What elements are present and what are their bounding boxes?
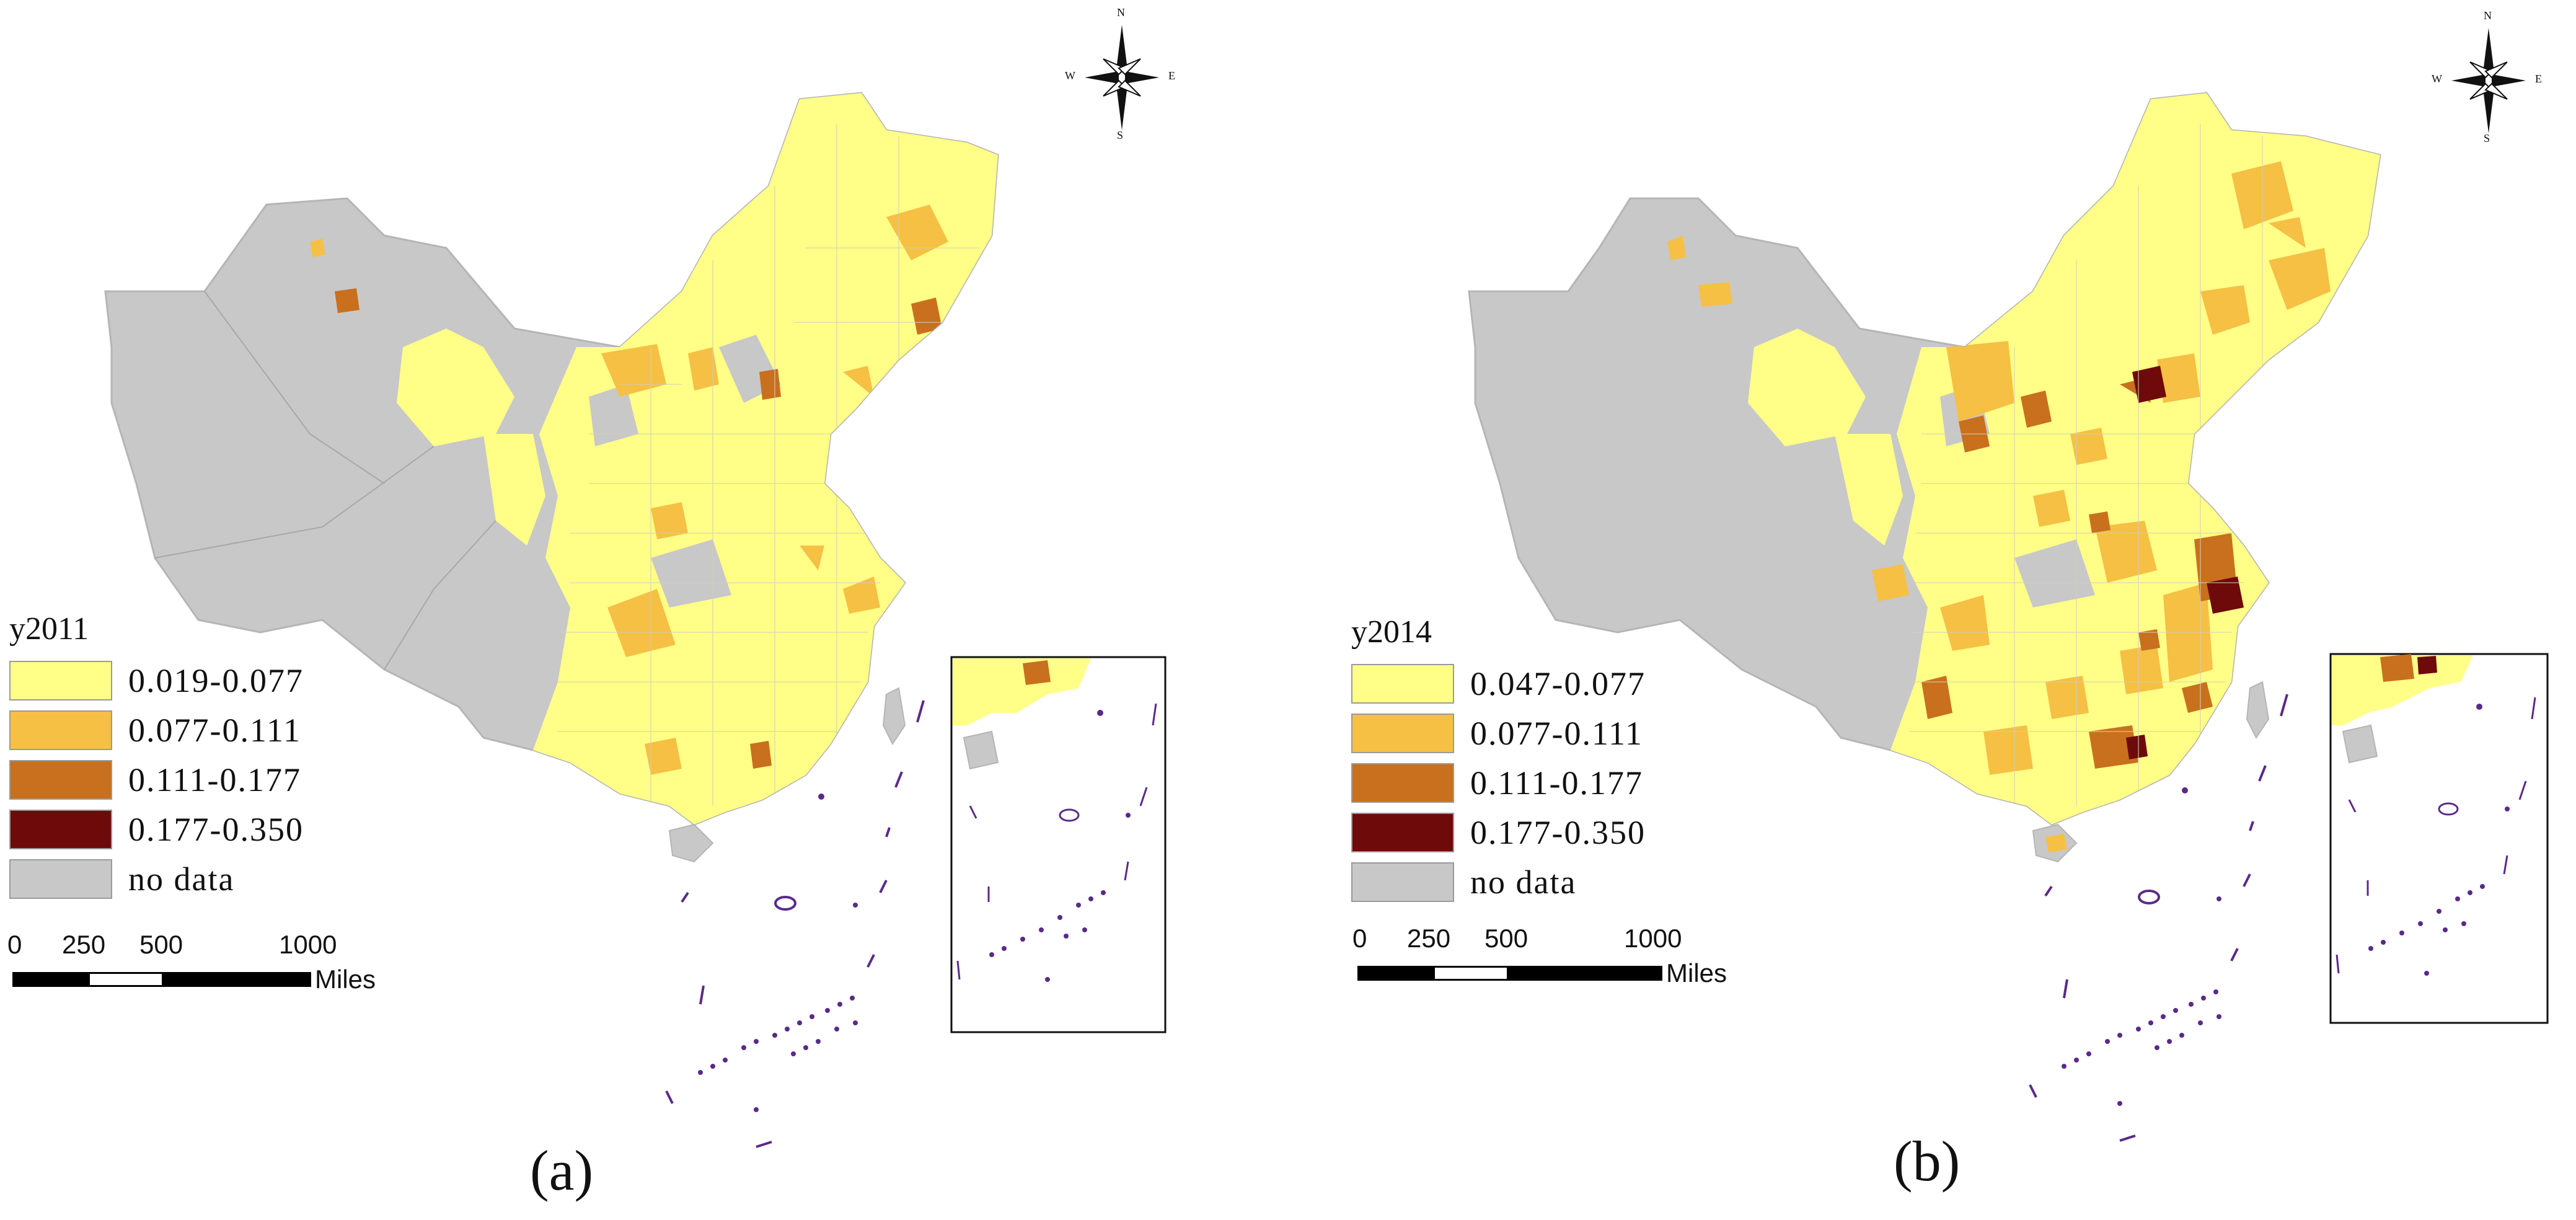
legend-label: 0.019-0.077 xyxy=(128,662,304,699)
scale-tick: 250 xyxy=(62,930,106,959)
legend-swatch xyxy=(9,859,112,899)
class1-region xyxy=(533,93,998,824)
legend-item: no data xyxy=(1351,857,1646,907)
legend-swatch xyxy=(1351,664,1454,704)
map-legend: y2011 0.019-0.077 0.077-0.111 0.111-0.17… xyxy=(9,611,304,904)
legend-item: 0.111-0.177 xyxy=(9,755,304,805)
class3-region xyxy=(911,298,942,335)
north-arrow-icon xyxy=(2451,28,2526,133)
compass-s: S xyxy=(1117,129,1124,141)
legend-item: no data xyxy=(9,854,304,904)
legend-label: 0.077-0.111 xyxy=(1470,715,1643,752)
legend-item: 0.111-0.177 xyxy=(1351,758,1646,808)
scale-tick: 500 xyxy=(139,930,183,959)
scale-tick: 1000 xyxy=(279,930,337,959)
legend-item: 0.019-0.077 xyxy=(9,656,304,705)
legend-label: no data xyxy=(1470,864,1577,901)
legend-swatch xyxy=(9,710,112,750)
scale-tick: 1000 xyxy=(1624,924,1682,953)
map-panel-b: N S E W y2014 0.047-0.077 0.077-0.111 0.… xyxy=(1302,0,2576,1220)
scale-bar: 0 250 500 1000 Miles xyxy=(1352,924,1742,988)
scale-tick: 500 xyxy=(1484,924,1528,953)
class1-region xyxy=(1890,93,2380,824)
south-china-sea-islands xyxy=(665,700,925,1148)
legend-swatch xyxy=(9,661,112,701)
scale-tick: 250 xyxy=(1407,924,1451,953)
compass-e: E xyxy=(2535,73,2542,85)
legend-item: 0.047-0.077 xyxy=(1351,659,1646,709)
scale-unit: Miles xyxy=(315,965,376,994)
legend-swatch xyxy=(1351,862,1454,902)
legend-label: 0.047-0.077 xyxy=(1470,665,1646,702)
legend-swatch xyxy=(1351,714,1454,753)
legend-swatch xyxy=(9,760,112,800)
north-arrow-icon xyxy=(1085,25,1159,130)
compass-w: W xyxy=(1065,69,1075,82)
legend-title: y2011 xyxy=(9,611,89,647)
class2-region xyxy=(601,344,666,397)
inset-box xyxy=(2329,653,2549,1024)
legend-item: 0.077-0.111 xyxy=(9,705,304,755)
scale-tick: 0 xyxy=(1352,924,1367,953)
legend-item: 0.177-0.350 xyxy=(1351,808,1646,857)
scale-bar: 0 250 500 1000 Miles xyxy=(7,930,397,994)
south-china-sea-islands xyxy=(2029,694,2288,1142)
legend-label: 0.111-0.177 xyxy=(1470,764,1643,802)
scale-tick: 0 xyxy=(7,930,22,959)
scale-unit: Miles xyxy=(1666,958,1727,988)
compass-n: N xyxy=(2484,9,2492,22)
panel-label-b: (b) xyxy=(1894,1129,1961,1193)
legend-title: y2014 xyxy=(1351,614,1432,650)
legend-swatch xyxy=(1351,763,1454,803)
map-panel-a: N S E W y2011 0.019-0.077 0.077-0.111 0.… xyxy=(7,6,1175,1202)
legend-label: no data xyxy=(128,860,235,898)
class4-region xyxy=(2126,366,2244,759)
legend-label: 0.077-0.111 xyxy=(128,712,301,749)
legend-swatch xyxy=(1351,813,1454,852)
panel-label-a: (a) xyxy=(530,1139,594,1202)
legend-item: 0.077-0.111 xyxy=(1351,709,1646,758)
inset-box xyxy=(950,656,1167,1033)
legend-label: 0.177-0.350 xyxy=(128,811,304,848)
compass-w: W xyxy=(2432,73,2442,85)
compass-e: E xyxy=(1168,69,1175,82)
legend-label: 0.177-0.350 xyxy=(1470,814,1646,851)
legend-swatch xyxy=(9,810,112,849)
legend-label: 0.111-0.177 xyxy=(128,761,301,798)
compass-s: S xyxy=(2484,132,2490,144)
china-map-2011 xyxy=(104,92,1167,1148)
map-legend: y2014 0.047-0.077 0.077-0.111 0.111-0.17… xyxy=(1351,614,1646,907)
compass-n: N xyxy=(1117,6,1125,19)
china-map-2014 xyxy=(1468,92,2549,1142)
legend-item: 0.177-0.350 xyxy=(9,805,304,854)
